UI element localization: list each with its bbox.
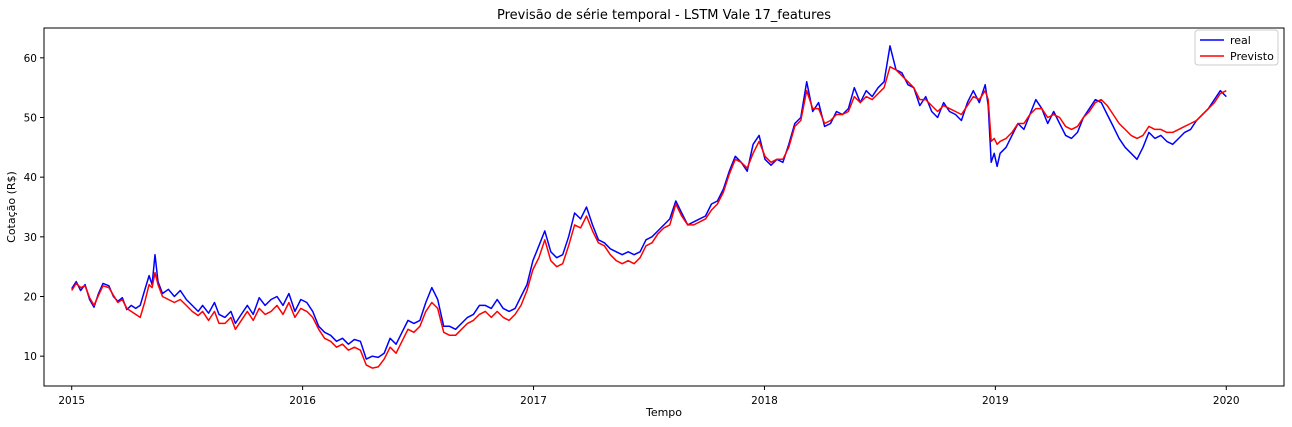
x-axis: 2015 2016 2017 2018 2019 2020 [58, 386, 1240, 407]
y-tick-label: 40 [24, 172, 37, 184]
x-tick-label: 2017 [520, 395, 547, 407]
x-tick-label: 2019 [982, 395, 1009, 407]
x-tick-label: 2016 [289, 395, 316, 407]
series-line-real [71, 45, 1227, 360]
y-tick-label: 30 [24, 232, 37, 244]
y-axis: 10 20 30 40 50 60 [24, 53, 44, 363]
y-tick-label: 10 [24, 351, 37, 363]
x-tick-label: 2018 [751, 395, 778, 407]
x-tick-label: 2020 [1213, 395, 1240, 407]
series-line-previsto [71, 66, 1227, 369]
y-tick-label: 20 [24, 292, 37, 304]
legend: real Previsto [1194, 29, 1279, 66]
y-tick-label: 60 [24, 53, 37, 65]
legend-label-real: real [1230, 34, 1251, 47]
x-tick-label: 2015 [58, 395, 85, 407]
plot-area [71, 45, 1227, 369]
chart-title: Previsão de série temporal - LSTM Vale 1… [497, 8, 831, 23]
legend-label-previsto: Previsto [1230, 50, 1274, 63]
y-tick-label: 50 [24, 113, 37, 125]
x-axis-label: Tempo [645, 406, 682, 419]
y-axis-label: Cotação (R$) [5, 171, 18, 243]
plot-frame [43, 27, 1285, 387]
